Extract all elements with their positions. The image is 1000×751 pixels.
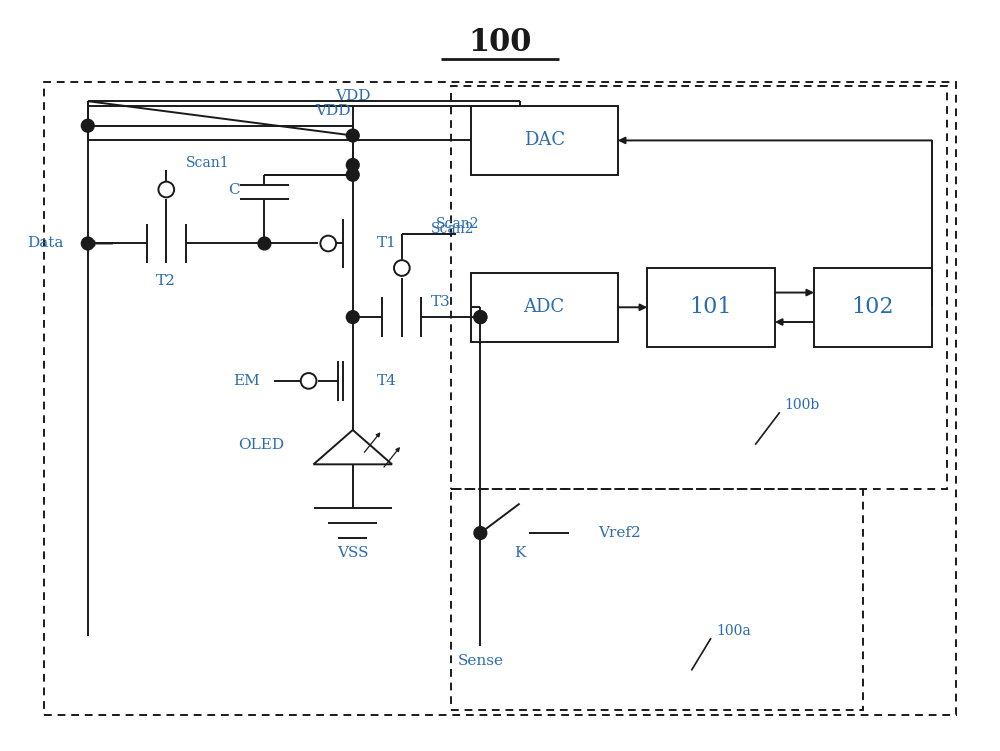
- FancyBboxPatch shape: [814, 268, 932, 346]
- Text: OLED: OLED: [238, 438, 284, 451]
- Text: C: C: [228, 182, 240, 197]
- Text: VSS: VSS: [337, 546, 369, 559]
- Text: Sense: Sense: [457, 653, 503, 668]
- Circle shape: [346, 311, 359, 324]
- Text: EM: EM: [233, 374, 260, 388]
- Text: 101: 101: [690, 297, 732, 318]
- Circle shape: [346, 168, 359, 181]
- Text: Scan1: Scan1: [186, 156, 230, 170]
- Text: Data: Data: [27, 237, 63, 251]
- Text: T2: T2: [156, 274, 176, 288]
- Text: K: K: [514, 546, 525, 559]
- FancyBboxPatch shape: [471, 273, 618, 342]
- Circle shape: [258, 237, 271, 250]
- Text: Vref2: Vref2: [598, 526, 641, 540]
- Circle shape: [320, 236, 336, 252]
- Text: DAC: DAC: [524, 131, 565, 149]
- Circle shape: [474, 526, 487, 539]
- Text: 102: 102: [852, 297, 894, 318]
- Text: VDD: VDD: [335, 89, 371, 103]
- Text: Scan2: Scan2: [431, 222, 475, 236]
- Circle shape: [301, 373, 316, 389]
- Polygon shape: [314, 430, 392, 464]
- FancyBboxPatch shape: [471, 106, 618, 175]
- Text: 100a: 100a: [716, 624, 751, 638]
- Circle shape: [81, 119, 94, 132]
- Circle shape: [474, 311, 487, 324]
- Text: ADC: ADC: [524, 298, 565, 316]
- Text: Scan2: Scan2: [436, 217, 480, 231]
- Circle shape: [394, 260, 410, 276]
- Text: T4: T4: [377, 374, 397, 388]
- Circle shape: [81, 237, 94, 250]
- Circle shape: [158, 182, 174, 198]
- Text: T1: T1: [377, 237, 397, 251]
- Text: 100: 100: [468, 27, 532, 58]
- Text: 100b: 100b: [785, 399, 820, 412]
- Text: VDD: VDD: [315, 104, 351, 118]
- Circle shape: [346, 158, 359, 171]
- Text: T3: T3: [431, 295, 451, 309]
- Circle shape: [474, 311, 487, 324]
- FancyBboxPatch shape: [647, 268, 775, 346]
- Circle shape: [346, 129, 359, 142]
